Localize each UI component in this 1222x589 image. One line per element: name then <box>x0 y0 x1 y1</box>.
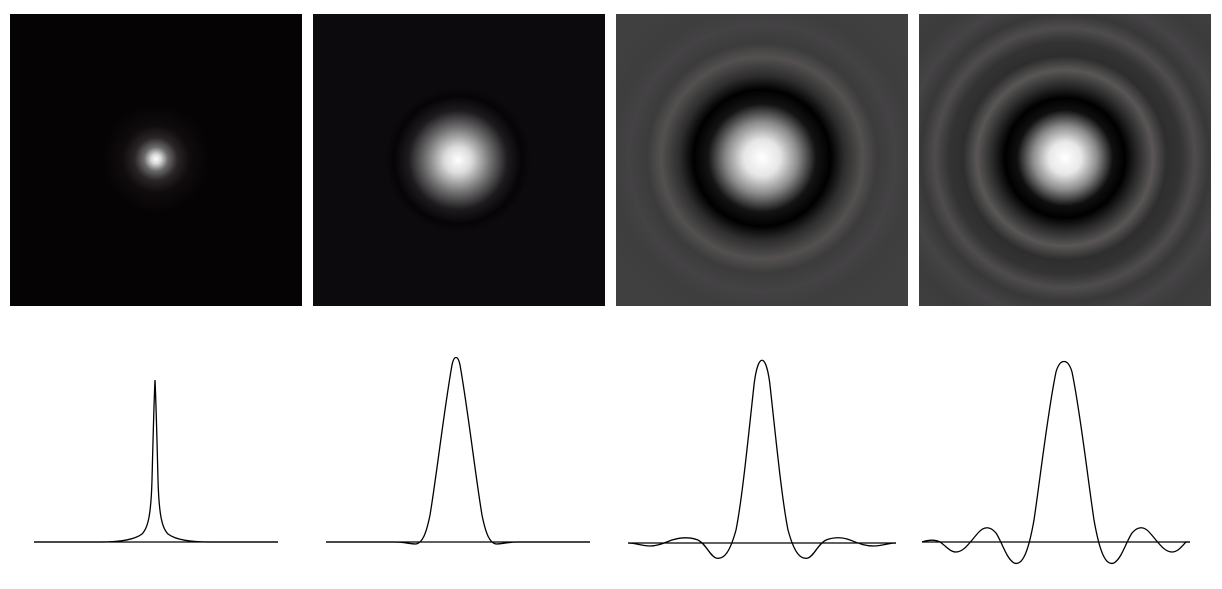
profile-plot-4-curve <box>921 360 1190 565</box>
profile-plot-3-curve <box>627 359 897 559</box>
profile-plot-1-svg <box>34 379 278 543</box>
filter-image-1-glow <box>36 39 276 279</box>
profile-plot-3-svg <box>627 359 897 559</box>
filter-image-2 <box>313 14 605 306</box>
profile-plot-2 <box>322 330 594 580</box>
profile-plot-2-curve <box>326 356 590 545</box>
filter-image-2-glow <box>348 50 568 270</box>
filter-image-2-canvas <box>313 14 605 306</box>
profile-plot-1 <box>30 330 282 580</box>
profile-plot-1-curve <box>34 379 278 543</box>
filter-image-3-canvas <box>616 14 908 306</box>
filter-image-3 <box>616 14 908 306</box>
filter-image-4 <box>919 14 1211 306</box>
filter-image-4-canvas <box>919 14 1211 306</box>
filter-image-1 <box>10 14 302 306</box>
filter-image-3-glow <box>616 14 908 306</box>
filter-image-1-canvas <box>10 14 302 306</box>
filter-image-4-glow <box>919 14 1211 306</box>
profile-plot-4-svg <box>921 360 1190 565</box>
profile-plot-4 <box>918 330 1194 580</box>
profile-plot-3 <box>624 330 900 580</box>
profile-plot-2-svg <box>326 356 590 545</box>
